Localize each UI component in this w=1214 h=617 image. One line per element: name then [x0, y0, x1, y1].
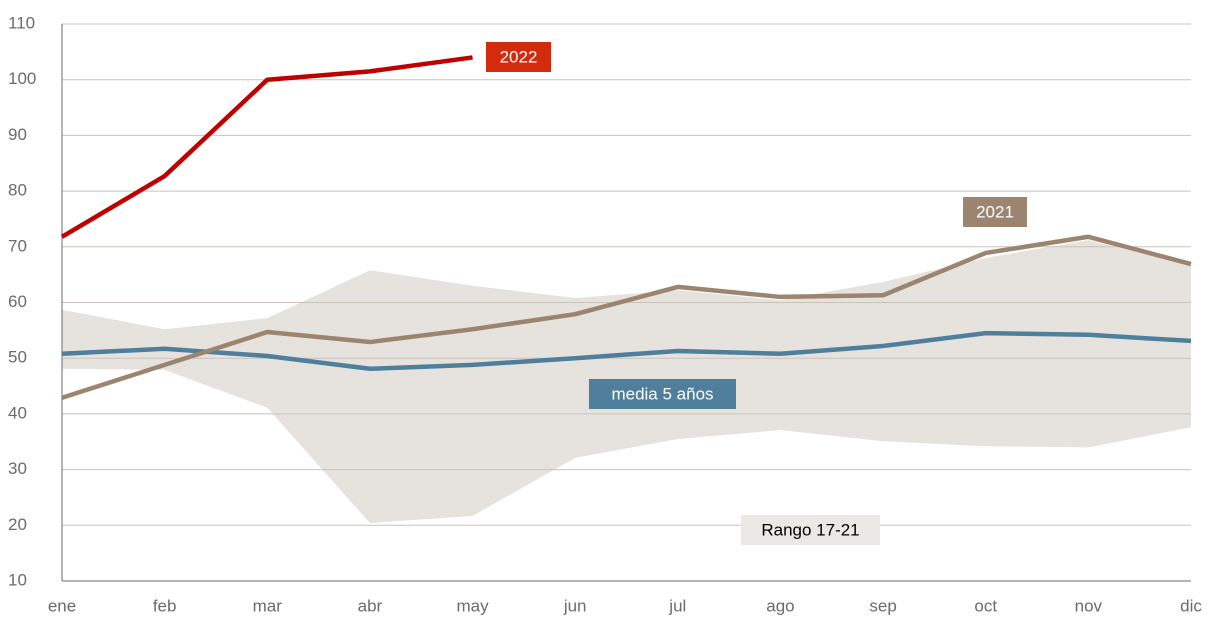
- x-tick-label: nov: [1075, 596, 1103, 615]
- y-tick-label: 40: [8, 403, 27, 422]
- x-tick-label: dic: [1180, 596, 1202, 615]
- label-box: [963, 197, 1027, 227]
- series-label: Rango 17-21: [761, 520, 859, 539]
- x-tick-label: sep: [869, 596, 896, 615]
- y-tick-label: 90: [8, 125, 27, 144]
- x-tick-label: mar: [253, 596, 283, 615]
- x-tick-label: may: [456, 596, 489, 615]
- y-tick-label: 60: [8, 292, 27, 311]
- series-label: 2022: [500, 47, 538, 66]
- y-tick-label: 50: [8, 348, 27, 367]
- series-line: [61, 234, 1192, 400]
- x-tick-label: abr: [358, 596, 383, 615]
- series-label: media 5 años: [611, 384, 713, 403]
- label-box: [486, 42, 551, 72]
- series-line: [61, 330, 1192, 372]
- y-tick-label: 30: [8, 459, 27, 478]
- x-tick-label: feb: [153, 596, 177, 615]
- x-tick-label: ago: [766, 596, 794, 615]
- y-tick-label: 70: [8, 236, 27, 255]
- y-tick-label: 10: [8, 570, 27, 589]
- series-line: [60, 55, 473, 239]
- x-tick-label: jul: [668, 596, 686, 615]
- y-tick-label: 20: [8, 515, 27, 534]
- x-tick-label: oct: [974, 596, 997, 615]
- x-tick-label: ene: [48, 596, 76, 615]
- x-tick-label: jun: [563, 596, 587, 615]
- y-tick-label: 100: [8, 69, 36, 88]
- y-tick-label: 80: [8, 181, 27, 200]
- label-box: [589, 379, 736, 409]
- y-tick-label: 110: [8, 13, 35, 32]
- label-box: [741, 515, 880, 545]
- series-label: 2021: [976, 202, 1014, 221]
